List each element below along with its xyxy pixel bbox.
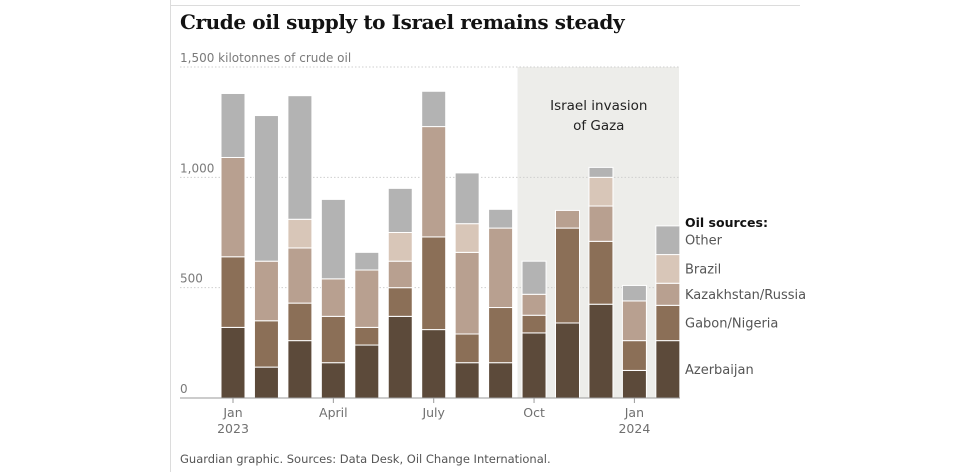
source-note: Guardian graphic. Sources: Data Desk, Oi… [180, 452, 551, 466]
legend-label: Azerbaijan [685, 363, 754, 378]
bar-segment [488, 307, 514, 364]
bar-segment [320, 315, 346, 364]
bar-segment [387, 232, 413, 262]
bar-segment [454, 333, 480, 364]
bar-segment [253, 320, 279, 368]
bar-segment [253, 260, 279, 322]
legend-label: Brazil [685, 262, 721, 277]
bar-segment [555, 322, 580, 399]
bar-segment [555, 209, 580, 229]
bar-segment [521, 293, 547, 316]
bar-segment [220, 326, 246, 399]
y-tick-label: 1,500 kilotonnes of crude oil [180, 51, 351, 65]
bar-segment [555, 227, 580, 324]
bar-segment [287, 302, 313, 342]
legend-label: Kazakhstan/Russia [685, 288, 806, 303]
chart-title: Crude oil supply to Israel remains stead… [180, 10, 625, 34]
x-tick-label: Jan [624, 405, 644, 420]
bar-segment [588, 303, 614, 399]
bar-segment [220, 92, 246, 158]
bar-segment [621, 369, 647, 399]
bar-segment [421, 90, 447, 128]
bar-segment [655, 225, 681, 256]
bar-segment [521, 314, 547, 334]
bar-segment [220, 256, 246, 328]
bar-segment [454, 172, 480, 225]
bar-segment [488, 362, 514, 399]
x-tick-label: Jan [222, 405, 242, 420]
bar-segment [387, 315, 413, 399]
bar-segment [621, 340, 647, 371]
bar-segment [454, 251, 480, 335]
bar-segment [655, 254, 681, 284]
annotation-label: of Gaza [573, 118, 624, 134]
bar-segment [454, 223, 480, 253]
x-tick-label: 2024 [618, 421, 650, 436]
bar-segment [287, 218, 313, 249]
y-tick-label: 500 [180, 272, 203, 286]
bar-segment [253, 115, 279, 262]
bar-segment [354, 251, 380, 271]
bar-segment [521, 332, 547, 399]
bar-segment [220, 156, 246, 258]
annotation-label: Israel invasion [550, 98, 647, 114]
bar-segment [354, 344, 380, 399]
bar-segment [588, 176, 614, 207]
bar-segment [454, 362, 480, 399]
bar-segment [387, 287, 413, 317]
y-tick-label: 1,000 [180, 161, 214, 175]
legend-title: Oil sources: [685, 215, 768, 230]
bar-segment [521, 260, 547, 295]
bar-segment [655, 282, 681, 306]
x-tick-label: Oct [523, 405, 545, 420]
x-tick-label: April [319, 405, 348, 420]
bar-segment [253, 366, 279, 399]
top-rule [170, 5, 800, 6]
bar-segment [588, 240, 614, 305]
bar-segment [320, 362, 346, 399]
left-rule [170, 0, 171, 472]
bar-segment [421, 329, 447, 399]
bar-segment [588, 166, 614, 178]
bar-segment [488, 208, 514, 229]
bar-segment [387, 260, 413, 289]
bar-segment [655, 340, 681, 399]
bar-segment [588, 205, 614, 242]
bar-segment [354, 269, 380, 328]
bar-segment [320, 278, 346, 317]
x-tick-label: 2023 [217, 421, 249, 436]
bar-segment [655, 304, 681, 342]
bar-segment [287, 340, 313, 399]
x-tick-label: July [421, 405, 445, 420]
bar-segment [421, 126, 447, 238]
bar-segment [320, 198, 346, 280]
legend-label: Gabon/Nigeria [685, 316, 778, 331]
bar-segment [421, 236, 447, 331]
bar-segment [387, 187, 413, 234]
bar-segment [354, 326, 380, 346]
bar-segment [287, 247, 313, 304]
bar-segment [488, 227, 514, 309]
bar-segment [621, 300, 647, 342]
legend-label: Other [685, 234, 723, 249]
bar-segment [287, 95, 313, 220]
bar-segment [621, 284, 647, 302]
y-tick-label: 0 [180, 382, 188, 396]
